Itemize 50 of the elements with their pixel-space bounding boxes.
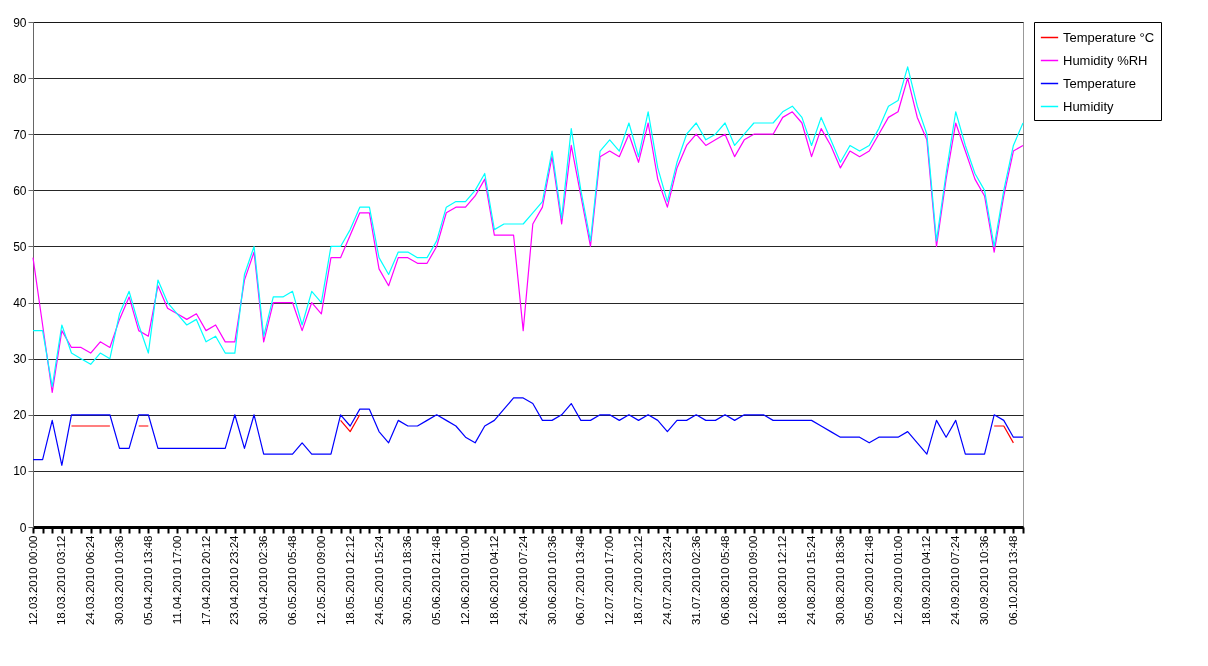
x-tick-label: 05.04.2010 13:48 (141, 535, 154, 626)
x-tick-label: 30.08.2010 18:36 (833, 535, 846, 626)
legend-label: Temperature (1063, 75, 1136, 91)
x-tick-label: 06.05.2010 05:48 (286, 535, 299, 626)
y-tick-label: 60 (13, 183, 27, 198)
x-tick-label: 30.04.2010 02:36 (257, 535, 270, 626)
x-tick-label: 24.08.2010 15:24 (805, 534, 818, 626)
line-series (32, 397, 1024, 466)
x-tick-label: 11.04.2010 17:00 (170, 535, 183, 625)
x-tick-label: 17.04.2010 20:12 (199, 535, 212, 626)
y-tick-label: 40 (13, 296, 27, 311)
x-tick-label: 12.09.2010 01:00 (891, 535, 904, 626)
legend-label: Temperature °C (1063, 29, 1155, 45)
x-tick-label: 18.03.2010 03:12 (55, 535, 68, 626)
y-tick-label: 10 (13, 464, 27, 479)
x-tick-label: 06.10.2010 13:48 (1006, 535, 1019, 626)
x-tick-label: 30.09.2010 10:36 (978, 535, 991, 626)
legend-label: Humidity (1063, 98, 1115, 114)
x-tick-label: 30.05.2010 18:36 (401, 535, 414, 626)
y-tick-label: 50 (13, 239, 27, 254)
x-tick-label: 12.06.2010 01:00 (459, 535, 472, 626)
x-tick-label: 30.03.2010 10:36 (113, 535, 125, 626)
y-tick-label: 70 (13, 127, 27, 142)
x-tick-label: 06.08.2010 05:48 (718, 535, 731, 626)
x-tick-label: 12.05.2010 09:00 (314, 535, 327, 626)
x-tick-label: 30.06.2010 10:36 (545, 535, 558, 626)
x-tick-label: 18.06.2010 04:12 (487, 535, 500, 626)
x-tick-label: 12.07.2010 17:00 (603, 535, 616, 626)
y-tick-label: 0 (19, 520, 27, 535)
x-tick-label: 31.07.2010 02:36 (689, 535, 702, 626)
legend-label: Humidity %RH (1063, 52, 1148, 68)
x-tick-label: 24.09.2010 07:24 (949, 534, 962, 626)
x-tick-label: 24.05.2010 15:24 (372, 534, 385, 626)
y-tick-label: 90 (13, 15, 27, 30)
x-tick-label: 18.05.2010 12:12 (343, 535, 356, 626)
y-tick-label: 30 (13, 352, 27, 367)
x-tick-label: 24.03.2010 06:24 (84, 534, 97, 626)
x-tick-label: 24.07.2010 23:24 (660, 534, 673, 626)
x-tick-label: 23.04.2010 23:24 (228, 534, 241, 626)
x-tick-label: 18.08.2010 12:12 (776, 535, 789, 626)
y-tick-label: 20 (13, 408, 27, 423)
y-tick-label: 80 (13, 71, 27, 86)
x-tick-label: 18.07.2010 20:12 (632, 535, 645, 626)
x-tick-label: 06.07.2010 13:48 (574, 535, 587, 626)
x-tick-label: 05.09.2010 21:48 (862, 535, 875, 626)
x-tick-label: 12.08.2010 09:00 (747, 535, 760, 626)
x-tick-label: 05.06.2010 21:48 (430, 535, 443, 626)
x-tick-label: 12.03.2010 00:00 (26, 535, 39, 626)
x-tick-label: 18.09.2010 04:12 (920, 535, 933, 626)
x-tick-label: 24.06.2010 07:24 (516, 534, 529, 626)
